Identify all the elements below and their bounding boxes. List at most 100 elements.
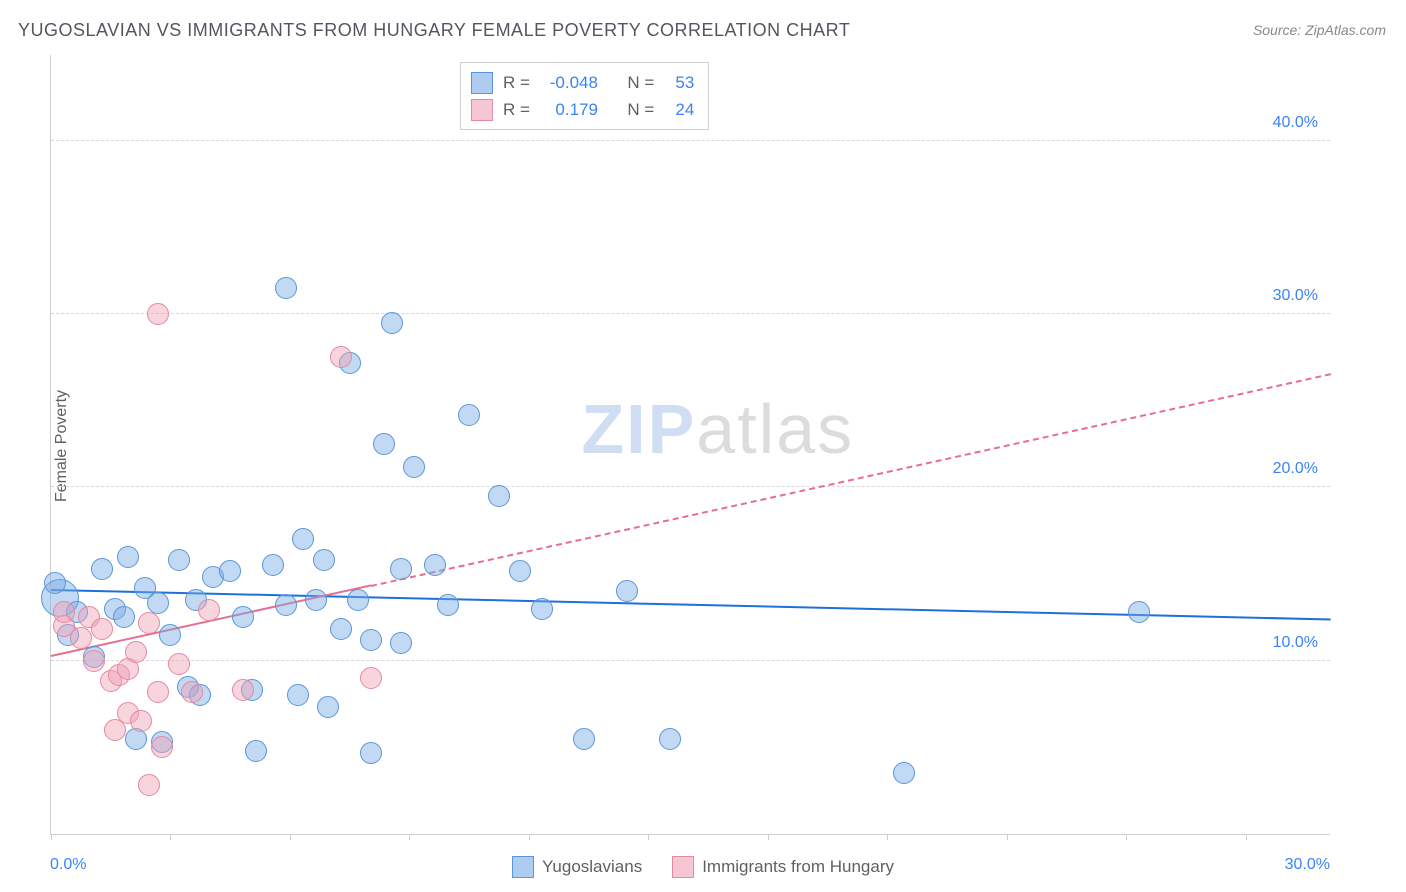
data-point [219,560,241,582]
data-point [232,606,254,628]
series-legend: Yugoslavians Immigrants from Hungary [512,856,894,878]
legend-item: Immigrants from Hungary [672,856,894,878]
x-tick [648,834,649,840]
legend-label: Yugoslavians [542,857,642,877]
data-point [168,549,190,571]
legend-swatch [471,99,493,121]
data-point [245,740,267,762]
data-point [147,303,169,325]
legend-swatch [471,72,493,94]
data-point [168,653,190,675]
x-tick [1126,834,1127,840]
data-point [232,679,254,701]
data-point [70,627,92,649]
data-point [147,681,169,703]
data-point [138,774,160,796]
data-point [458,404,480,426]
y-tick-label: 20.0% [1273,460,1318,478]
data-point [488,485,510,507]
data-point [313,549,335,571]
data-point [305,589,327,611]
gridline [51,313,1330,314]
gridline [51,140,1330,141]
y-tick-label: 30.0% [1273,287,1318,305]
data-point [390,632,412,654]
x-axis-min-label: 0.0% [50,856,86,874]
x-tick [529,834,530,840]
data-point [573,728,595,750]
data-point [893,762,915,784]
data-point [390,558,412,580]
watermark: ZIPatlas [581,389,854,469]
legend-n-label: N = [627,96,654,123]
legend-n-value: 53 [664,69,694,96]
x-tick [409,834,410,840]
data-point [53,601,75,623]
legend-n-value: 24 [664,96,694,123]
data-point [292,528,314,550]
data-point [373,433,395,455]
data-point [125,641,147,663]
legend-item: Yugoslavians [512,856,642,878]
trend-line [371,373,1331,587]
data-point [659,728,681,750]
data-point [275,594,297,616]
gridline [51,660,1330,661]
data-point [347,589,369,611]
data-point [287,684,309,706]
data-point [130,710,152,732]
data-point [151,736,173,758]
data-point [381,312,403,334]
data-point [330,618,352,640]
data-point [317,696,339,718]
legend-r-label: R = [503,69,530,96]
chart-title: YUGOSLAVIAN VS IMMIGRANTS FROM HUNGARY F… [18,20,850,41]
data-point [424,554,446,576]
legend-swatch [512,856,534,878]
chart-container: YUGOSLAVIAN VS IMMIGRANTS FROM HUNGARY F… [0,0,1406,892]
data-point [509,560,531,582]
data-point [138,612,160,634]
source-label: Source: ZipAtlas.com [1253,22,1386,38]
data-point [198,599,220,621]
legend-r-label: R = [503,96,530,123]
data-point [181,681,203,703]
data-point [44,572,66,594]
correlation-legend: R = -0.048 N = 53 R = 0.179 N = 24 [460,62,709,130]
data-point [360,742,382,764]
legend-r-value: -0.048 [540,69,598,96]
x-tick [51,834,52,840]
data-point [360,667,382,689]
x-axis-max-label: 30.0% [1285,856,1330,874]
legend-row: R = 0.179 N = 24 [471,96,694,123]
watermark-atlas: atlas [696,390,854,468]
data-point [437,594,459,616]
data-point [616,580,638,602]
x-tick [290,834,291,840]
data-point [531,598,553,620]
watermark-zip: ZIP [581,390,696,468]
data-point [275,277,297,299]
y-tick-label: 40.0% [1273,114,1318,132]
x-tick [887,834,888,840]
legend-row: R = -0.048 N = 53 [471,69,694,96]
x-tick [1007,834,1008,840]
legend-label: Immigrants from Hungary [702,857,894,877]
data-point [91,618,113,640]
legend-n-label: N = [627,69,654,96]
legend-r-value: 0.179 [540,96,598,123]
data-point [159,624,181,646]
data-point [113,606,135,628]
data-point [330,346,352,368]
plot-area: ZIPatlas 10.0% 20.0% 30.0% 40.0% [50,55,1330,835]
data-point [262,554,284,576]
data-point [83,650,105,672]
gridline [51,486,1330,487]
x-tick [1246,834,1247,840]
y-tick-label: 10.0% [1273,634,1318,652]
x-tick [170,834,171,840]
legend-swatch [672,856,694,878]
data-point [117,546,139,568]
data-point [403,456,425,478]
data-point [91,558,113,580]
